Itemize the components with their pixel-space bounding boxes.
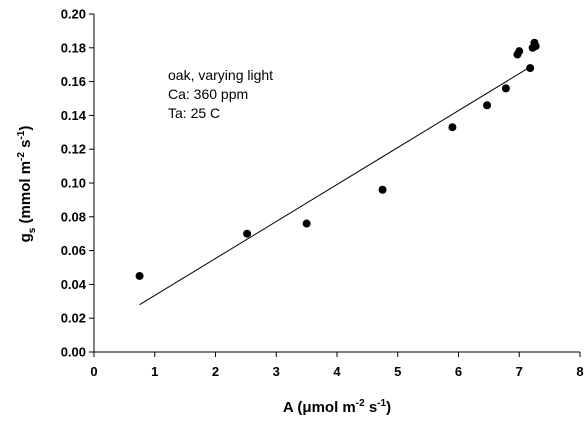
x-tick-label: 5 (394, 364, 401, 379)
y-tick-label: 0.18 (61, 40, 86, 55)
x-tick-label: 1 (151, 364, 158, 379)
regression-line (139, 67, 529, 306)
annotation-ta: Ta: 25 C (168, 105, 220, 121)
data-point (378, 185, 387, 194)
annotation-ca: Ca: 360 ppm (168, 86, 248, 102)
x-tick-label: 4 (333, 364, 341, 379)
data-point (243, 229, 252, 238)
y-tick-label: 0.08 (61, 209, 86, 224)
annotation-species: oak, varying light (168, 67, 273, 83)
y-tick-label: 0.02 (61, 311, 86, 326)
x-tick-label: 2 (212, 364, 219, 379)
y-tick-label: 0.14 (61, 108, 87, 123)
y-tick-label: 0.16 (61, 74, 86, 89)
x-tick-label: 3 (273, 364, 280, 379)
data-point (526, 64, 535, 73)
data-point (483, 101, 492, 110)
fit-line-group (139, 67, 529, 306)
data-points (135, 38, 540, 280)
x-tick-label: 8 (576, 364, 583, 379)
axes: 0.00 0.02 0.04 0.06 0.08 0.10 0.12 0.14 0.16 0.18… (61, 7, 584, 380)
y-tick-label: 0.10 (61, 176, 86, 191)
y-tick-label: 0.12 (61, 142, 86, 157)
data-point (135, 271, 144, 280)
data-point (448, 123, 457, 132)
y-axis-title: gs (mmol m-2 s-1) (16, 126, 38, 243)
data-point (531, 42, 540, 51)
x-tick-label: 7 (516, 364, 523, 379)
y-tick-label: 0.20 (61, 7, 86, 22)
data-point (515, 47, 524, 56)
x-axis-title: A (μmol m-2 s-1) (283, 398, 391, 416)
y-tick-label: 0.00 (61, 345, 86, 360)
x-tick-label: 0 (90, 364, 97, 379)
x-tick-label: 6 (455, 364, 462, 379)
y-tick-label: 0.04 (61, 277, 87, 292)
annotation-block: oak, varying light Ca: 360 ppm Ta: 25 C (168, 67, 273, 121)
data-point (302, 219, 311, 228)
data-point (501, 84, 510, 93)
y-tick-label: 0.06 (61, 243, 86, 258)
